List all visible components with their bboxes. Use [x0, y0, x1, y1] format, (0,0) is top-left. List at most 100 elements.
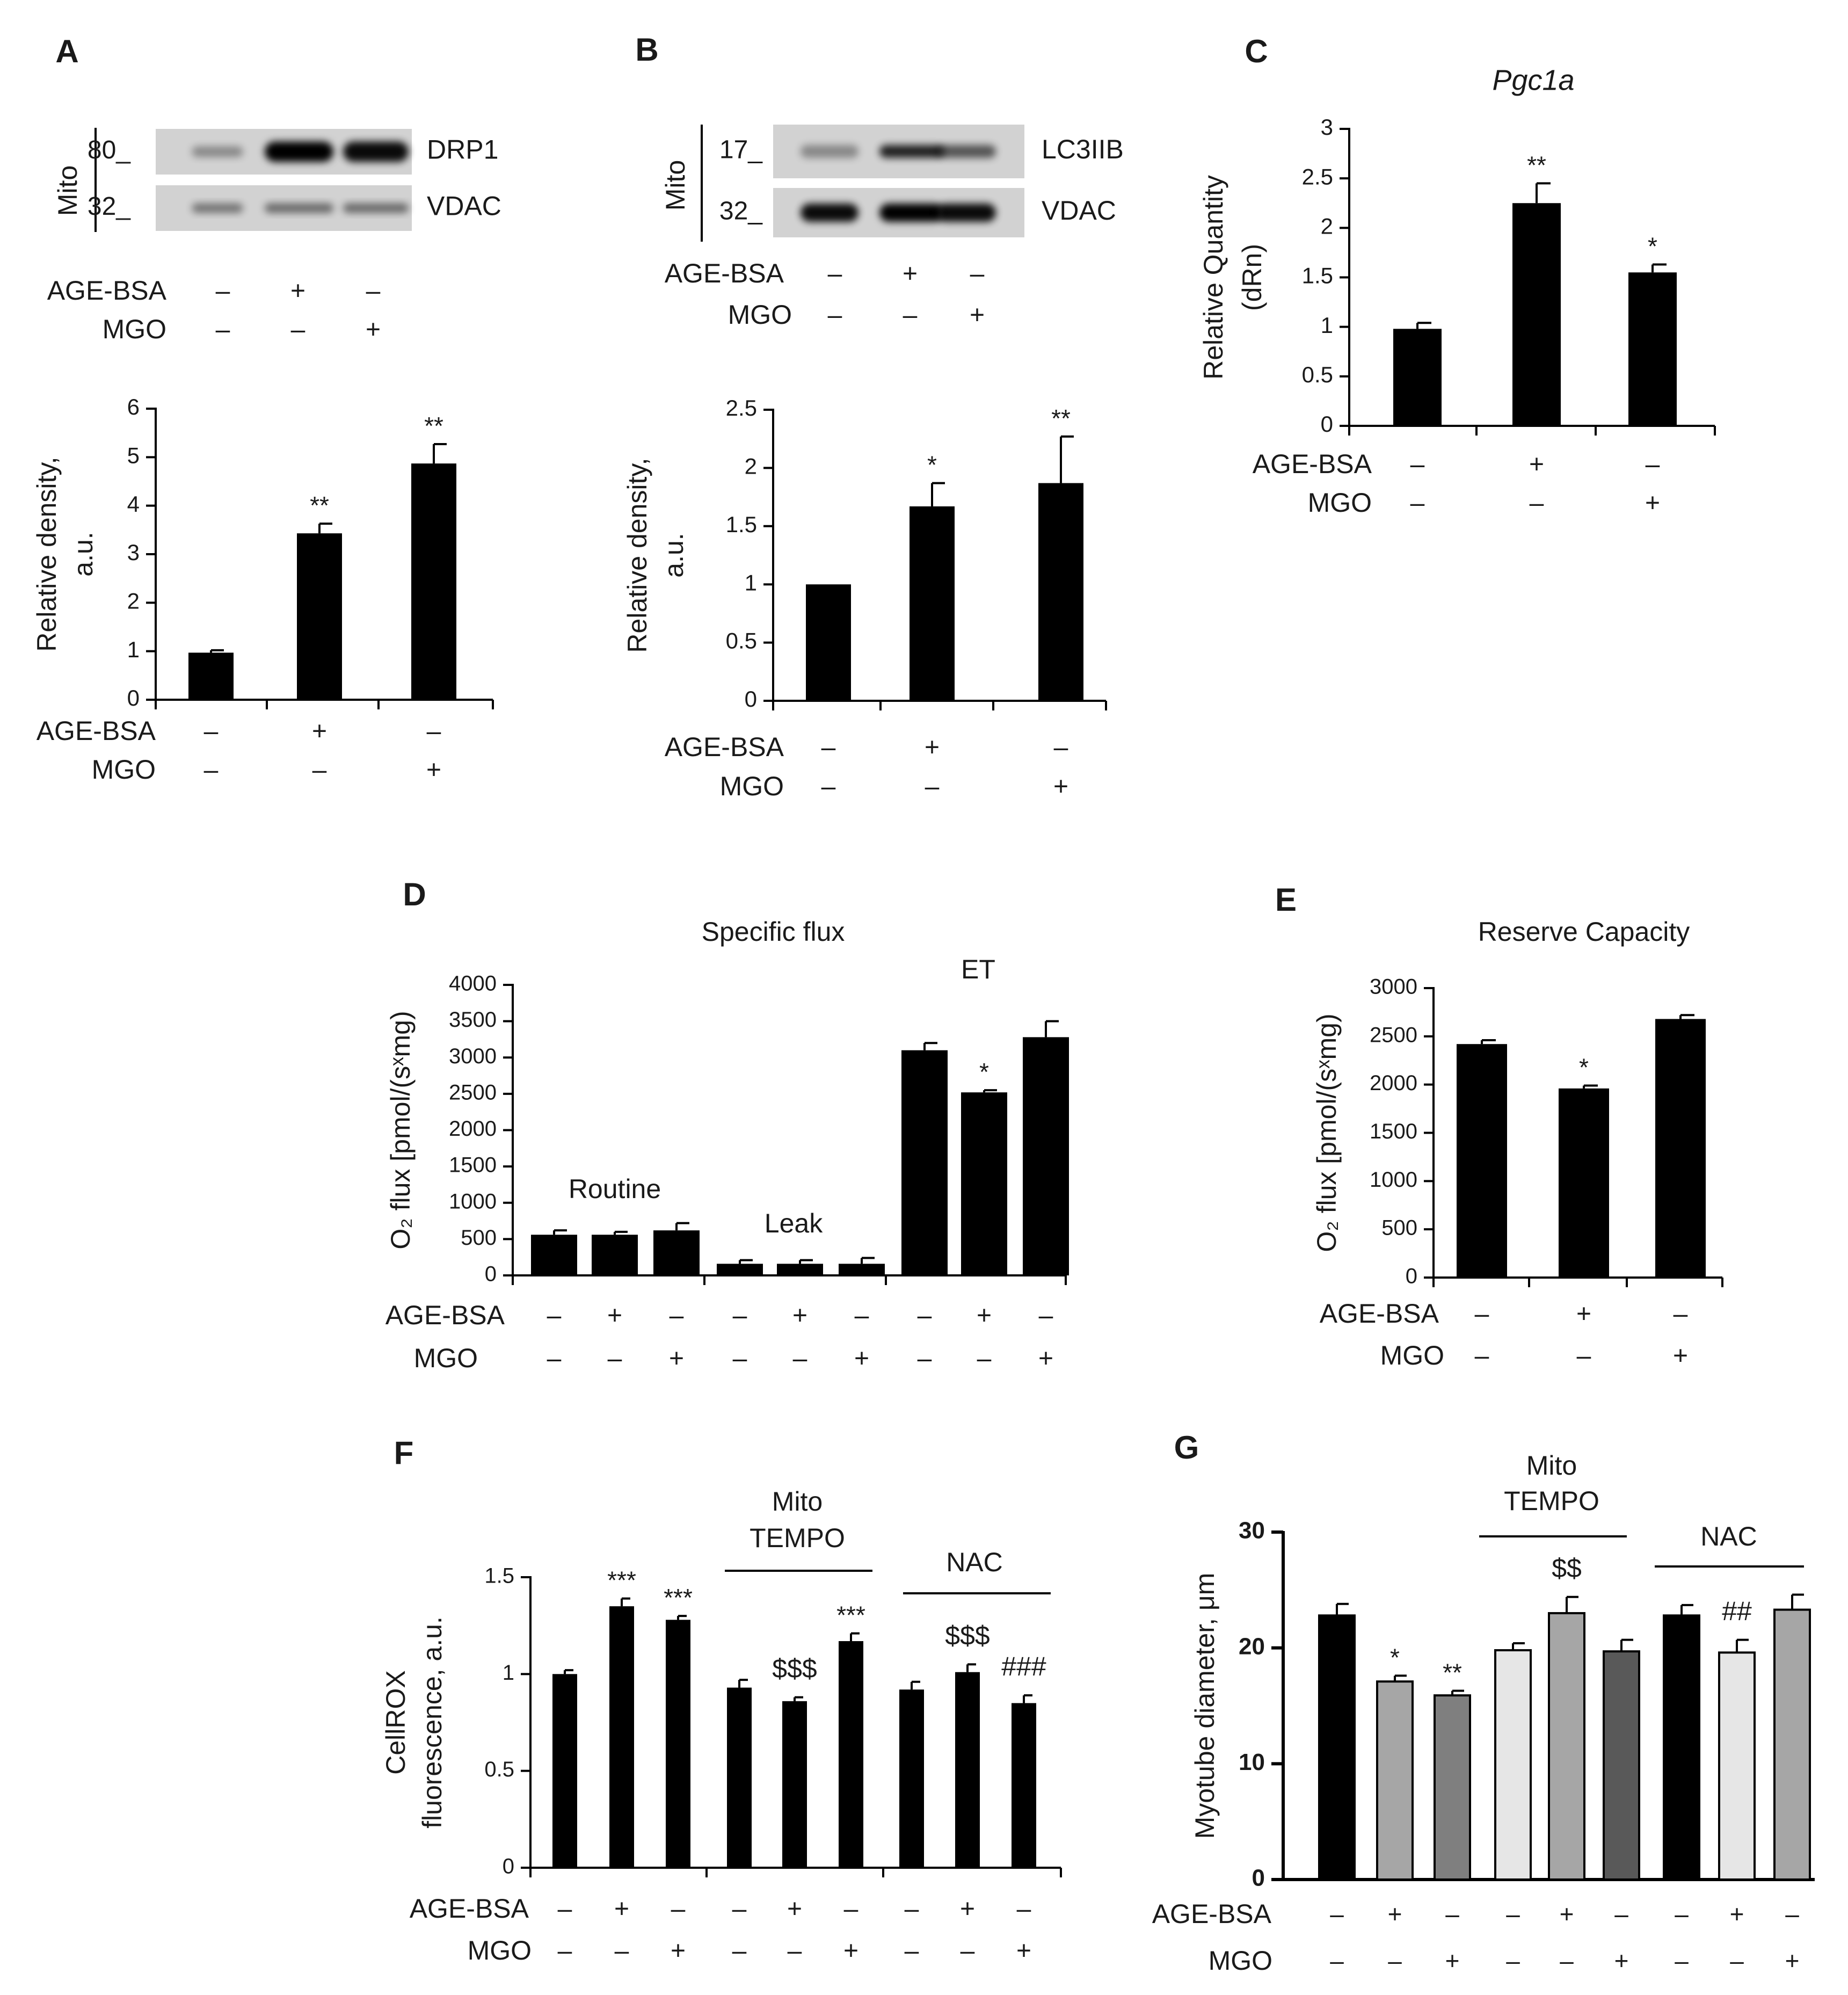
- bar: [1663, 1614, 1700, 1881]
- bar: [411, 463, 456, 700]
- chart-d: 0 500 1000 1500 2000 2500 3000 3500 4000 O₂ flux …: [385, 917, 1069, 1373]
- y-axis-label: a.u.: [68, 532, 98, 576]
- blot-band: [265, 203, 333, 213]
- significance-marker: ***: [836, 1601, 865, 1629]
- treatment-sign: +: [903, 260, 918, 288]
- treatment-sign: –: [1646, 451, 1660, 479]
- significance-marker: ###: [1001, 1651, 1046, 1681]
- treatment-sign: –: [1506, 1900, 1520, 1928]
- y-tick-label: 4000: [449, 972, 497, 996]
- bar: [1038, 483, 1083, 701]
- panel-label-c: C: [1245, 33, 1268, 69]
- mgo-label: MGO: [468, 1935, 532, 1965]
- blot-protein: LC3IIB: [1042, 134, 1124, 164]
- chart-f: 0 0.5 1 1.5 CellROX fluorescence, a.u. *** *** $…: [381, 1486, 1062, 1965]
- y-tick-label: 2.5: [726, 395, 757, 420]
- age-bsa-label: AGE-BSA: [665, 258, 784, 288]
- y-tick-label: 4: [127, 491, 140, 517]
- chart-title: Pgc1a: [1492, 64, 1574, 96]
- mgo-label: MGO: [1209, 1946, 1272, 1976]
- y-tick-label: 0: [485, 1263, 497, 1286]
- treatment-sign: +: [977, 1302, 992, 1330]
- mgo-label: MGO: [414, 1343, 478, 1373]
- mgo-label: MGO: [1308, 488, 1372, 518]
- treatment-sign: +: [925, 734, 940, 762]
- age-bsa-label: AGE-BSA: [410, 1894, 529, 1924]
- blot-marker: 32_: [88, 192, 131, 221]
- treatment-sign: –: [1017, 1895, 1031, 1924]
- treatment-sign: –: [821, 734, 836, 762]
- mgo-label: MGO: [92, 755, 156, 785]
- y-tick-label: 10: [1239, 1749, 1265, 1775]
- bracket-label: Mito: [1526, 1450, 1577, 1481]
- bar: [1023, 1037, 1069, 1275]
- treatment-sign: –: [918, 1302, 932, 1330]
- bar: [1318, 1614, 1356, 1881]
- y-tick-label: 1500: [449, 1154, 497, 1177]
- treatment-sign: –: [670, 1302, 684, 1330]
- mgo-label: MGO: [103, 314, 166, 344]
- y-tick-label: 30: [1239, 1518, 1265, 1544]
- treatment-sign: –: [855, 1302, 869, 1330]
- blot-band: [937, 145, 996, 158]
- blot-band: [343, 141, 409, 162]
- bar: [777, 1264, 823, 1275]
- treatment-sign: +: [1673, 1342, 1688, 1370]
- significance-marker: **: [1443, 1658, 1462, 1686]
- bar: [1434, 1694, 1471, 1881]
- treatment-sign: –: [1445, 1900, 1459, 1928]
- bar: [1012, 1703, 1036, 1868]
- bar: [839, 1641, 863, 1868]
- blot-band: [879, 204, 944, 222]
- treatment-sign: –: [1675, 1947, 1689, 1975]
- chart-title: Reserve Capacity: [1478, 917, 1690, 947]
- blot-marker: 80_: [88, 136, 131, 164]
- treatment-sign: +: [426, 756, 441, 785]
- treatment-sign: +: [290, 277, 305, 306]
- y-tick-label: 0: [127, 685, 140, 710]
- blot-band: [192, 146, 243, 157]
- treatment-sign: –: [1614, 1900, 1628, 1928]
- treatment-sign: –: [905, 1895, 919, 1924]
- y-tick-label: 1500: [1370, 1120, 1417, 1143]
- treatment-sign: –: [204, 717, 219, 746]
- blot-band: [265, 141, 333, 162]
- significance-marker: **: [1051, 404, 1071, 432]
- blot-band: [801, 204, 858, 222]
- treatment-sign: –: [905, 1937, 919, 1965]
- treatment-sign: +: [1645, 489, 1660, 518]
- age-bsa-label: AGE-BSA: [385, 1300, 505, 1330]
- bar: [609, 1606, 634, 1868]
- treatment-sign: +: [366, 316, 381, 344]
- bar: [552, 1674, 577, 1868]
- treatment-sign: –: [608, 1345, 622, 1373]
- y-tick-label: 6: [127, 394, 140, 419]
- treatment-sign: –: [733, 1302, 747, 1330]
- treatment-sign: +: [843, 1937, 858, 1965]
- significance-marker: **: [1527, 151, 1546, 179]
- y-axis-label: fluorescence, a.u.: [417, 1616, 447, 1829]
- panel-label-e: E: [1275, 882, 1297, 918]
- panel-label-b: B: [635, 32, 658, 68]
- significance-marker: *: [1579, 1053, 1589, 1081]
- treatment-sign: –: [977, 1345, 992, 1373]
- treatment-sign: +: [970, 301, 985, 330]
- bar: [1494, 1649, 1532, 1881]
- treatment-sign: –: [204, 756, 219, 785]
- y-tick-label: 1000: [1370, 1168, 1417, 1192]
- treatment-sign: –: [821, 773, 836, 801]
- y-tick-label: 1000: [449, 1189, 497, 1213]
- treatment-sign: +: [669, 1345, 684, 1373]
- y-axis-label: Relative Quantity: [1198, 175, 1228, 380]
- blot-band: [192, 203, 243, 213]
- blot-band: [879, 145, 944, 158]
- y-axis-label: CellROX: [381, 1670, 411, 1774]
- bar: [592, 1235, 638, 1275]
- y-tick-label: 5: [127, 442, 140, 468]
- age-bsa-label: AGE-BSA: [47, 275, 167, 306]
- y-tick-label: 2500: [1370, 1023, 1417, 1047]
